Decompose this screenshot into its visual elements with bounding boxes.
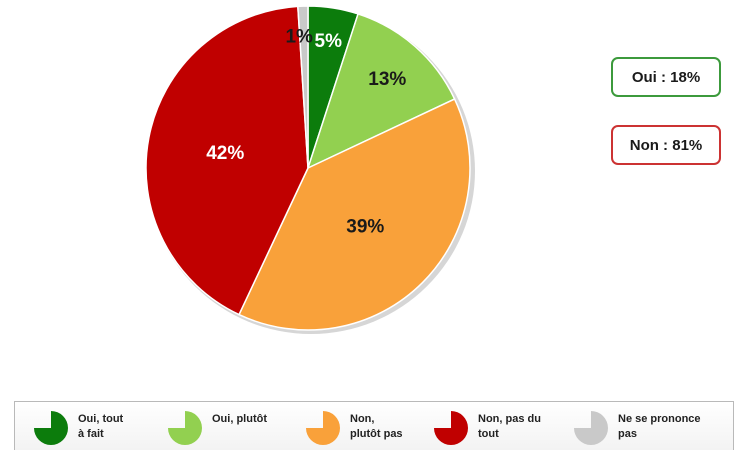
pie-slice-value-label-1: 13% (368, 69, 406, 90)
legend-item-ne-se-prononce-pas: Ne se prononce pas (571, 408, 701, 450)
legend-swatch-shape (306, 411, 340, 445)
legend-label-non-plutot-pas: Non, plutôt pas (350, 413, 403, 440)
pie-slices (145, 5, 471, 331)
legend-item-oui-plutot: Oui, plutôt (165, 408, 267, 450)
pie-slice-1 (306, 12, 456, 170)
legend-swatch-oui-tout-a-fait-icon (34, 411, 68, 445)
pie-slice-3 (145, 5, 309, 316)
legend-swatch-ne-se-prononce-pas-icon (574, 411, 608, 445)
pie-slice-value-label-0: 5% (315, 31, 343, 52)
legend-label-oui-plutot: Oui, plutôt (212, 413, 267, 425)
summary-no-box: Non : 81% (611, 125, 721, 165)
legend-label-oui-tout-a-fait: Oui, tout à fait (78, 413, 124, 440)
legend-swatch-shape (34, 411, 68, 445)
legend-swatch-oui-plutot-icon (168, 411, 202, 445)
summary-no-text: Non : 81% (629, 136, 703, 154)
legend-label-ne-se-prononce-pas: Ne se prononce pas (618, 413, 701, 440)
legend: Oui, tout à fait Oui, plutôt Non, plutôt… (14, 401, 734, 450)
summary-yes-box: Oui : 18% (611, 57, 721, 97)
pie-slice-4 (297, 5, 309, 169)
pie-slice-value-label-2: 39% (346, 216, 384, 237)
legend-swatch-non-pas-du-tout-icon (434, 411, 468, 445)
legend-swatch-shape (434, 411, 468, 445)
pie-slice-value-label-3: 42% (206, 143, 244, 164)
summary-yes-text: Oui : 18% (631, 68, 701, 86)
legend-swatch-non-plutot-pas-icon (306, 411, 340, 445)
legend-swatch-shape (168, 411, 202, 445)
legend-item-non-plutot-pas: Non, plutôt pas (303, 408, 403, 450)
pie-slice-2 (238, 98, 471, 331)
pie-value-labels: 5% 13% 39% 42% 1% (206, 26, 406, 237)
legend-swatch-shape (574, 411, 608, 445)
legend-label-non-pas-du-tout: Non, pas du tout (478, 413, 541, 440)
legend-item-non-pas-du-tout: Non, pas du tout (431, 408, 541, 450)
pie-slice-value-label-4: 1% (285, 26, 313, 47)
legend-item-oui-tout-a-fait: Oui, tout à fait (31, 408, 123, 450)
